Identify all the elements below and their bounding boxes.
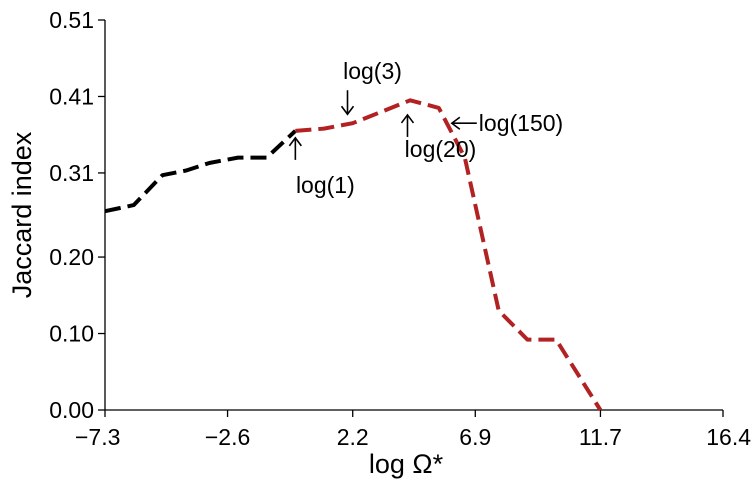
- y-tick-label: 0.10: [49, 321, 94, 347]
- annotation-arrowhead: [450, 116, 461, 130]
- x-tick-label: 2.2: [337, 424, 369, 450]
- x-tick-label: 11.7: [579, 424, 622, 450]
- x-tick-label: 16.4: [706, 424, 751, 450]
- annotation-label: log(150): [479, 110, 563, 136]
- axes: [104, 20, 723, 411]
- annotation-2: log(3): [340, 58, 402, 116]
- annotation-3: log(20): [400, 113, 477, 162]
- x-tick-label: 6.9: [459, 424, 491, 450]
- y-ticks: 0.00 0.10 0.20 0.31 0.41 0.51: [49, 7, 105, 423]
- y-tick-label: 0.31: [49, 160, 94, 186]
- y-tick-label: 0.41: [49, 83, 94, 109]
- x-tick-label: −2.6: [205, 424, 250, 450]
- annotation-layer: log(1) log(3) log(20)log(150): [288, 58, 563, 198]
- series-line-black: [104, 129, 297, 214]
- annotation-arrowhead: [288, 136, 302, 147]
- annotation-1: log(1): [288, 136, 355, 198]
- y-axis-label: Jaccard index: [7, 131, 37, 298]
- y-tick-label: 0.51: [49, 7, 94, 33]
- y-tick-label: 0.00: [49, 397, 94, 423]
- x-axis-label: log Ω*: [369, 449, 444, 479]
- series-line-red: [295, 98, 603, 412]
- y-tick-label: 0.20: [49, 244, 94, 270]
- annotation-label: log(3): [343, 58, 402, 84]
- annotation-arrowhead: [400, 113, 415, 124]
- series-layer: [104, 98, 603, 412]
- annotation-4: log(150): [450, 110, 563, 136]
- annotation-label: log(20): [405, 136, 477, 162]
- annotation-arrowhead: [340, 105, 355, 116]
- x-ticks: −7.3 −2.6 2.2 6.9 11.7 16.4: [75, 410, 751, 450]
- annotation-label: log(1): [296, 172, 355, 198]
- x-tick-label: −7.3: [75, 424, 120, 450]
